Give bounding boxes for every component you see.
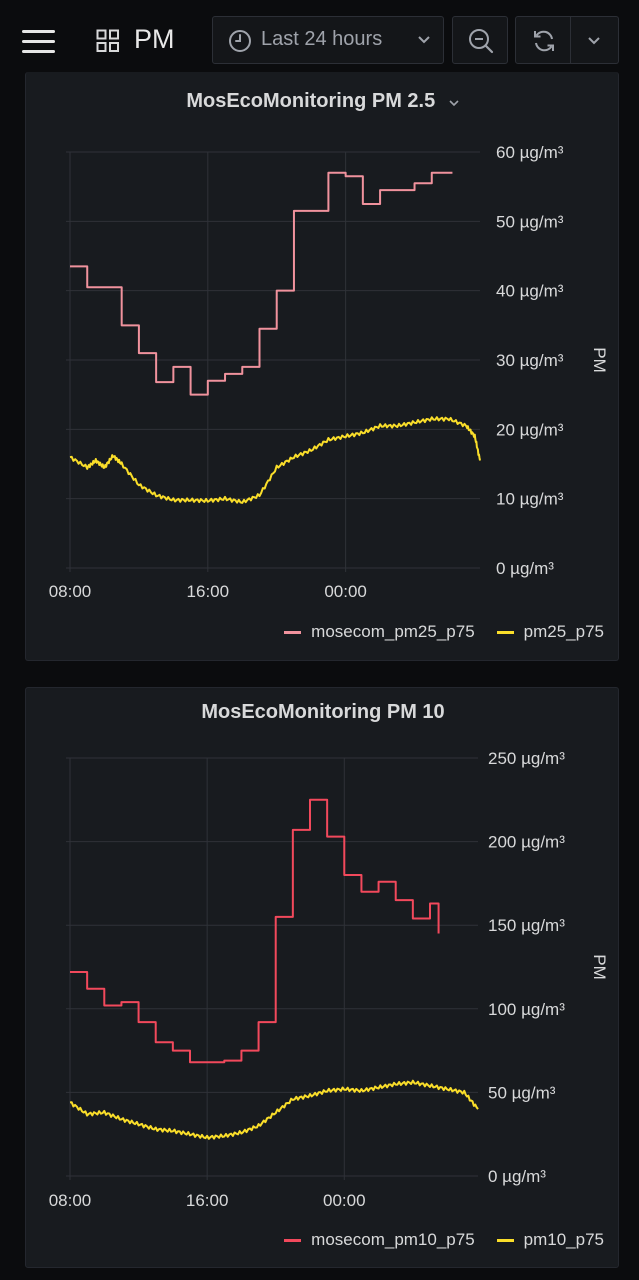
chevron-down-icon [449,100,459,106]
chevron-down-icon [588,37,600,45]
panel-title-button[interactable]: MosEcoMonitoring PM 10 [201,701,444,724]
refresh-button[interactable] [515,16,571,64]
legend-label: mosecom_pm25_p75 [311,622,475,641]
x-tick-label: 16:00 [187,582,230,601]
legend-item[interactable]: mosecom_pm25_p75 [284,622,475,642]
y-tick-label: 0 µg/m³ [496,559,554,578]
legend-item[interactable]: pm10_p75 [496,1230,604,1250]
y-tick-label: 30 µg/m³ [496,351,564,370]
zoom-out-icon [469,29,494,54]
y-tick-label: 20 µg/m³ [496,420,564,439]
x-tick-label: 16:00 [186,1191,229,1210]
y-axis-label: PM [590,954,609,980]
series-line-mosecom_pm10_p75 [70,798,440,1064]
y-tick-label: 50 µg/m³ [488,1083,556,1102]
pm25-chart: 0 µg/m³ 10 µg/m³ 20 µg/m³ 30 µg/m³ 40 µg/m³ 5… [49,143,609,601]
zoom-out-button[interactable] [452,16,508,64]
menu-icon[interactable] [22,30,56,54]
legend-item[interactable]: mosecom_pm10_p75 [284,1230,475,1250]
legend-item[interactable]: pm25_p75 [496,622,604,642]
dashboard-grid-icon [96,29,119,52]
dashboard-title[interactable]: PM [134,24,175,54]
legend-label: pm25_p75 [523,622,604,641]
y-tick-label: 50 µg/m³ [496,212,564,231]
panel-header: MosEcoMonitoring PM 2.5 [26,90,618,126]
legend-swatch [496,630,514,634]
legend-swatch [284,1238,302,1242]
x-tick-label: 08:00 [49,582,92,601]
legend-swatch [496,1238,514,1242]
y-tick-label: 150 µg/m³ [488,916,565,935]
series-line-pm25_p75 [69,416,481,504]
panel-header: MosEcoMonitoring PM 10 [26,701,618,737]
y-tick-label: 250 µg/m³ [488,749,565,768]
panel-pm10: MosEcoMonitoring PM 10 0 µg/m³ 50 µg/m³ 10… [25,687,619,1268]
legend: mosecom_pm25_p75 pm25_p75 [284,622,604,642]
legend-label: mosecom_pm10_p75 [311,1230,475,1249]
y-tick-label: 10 µg/m³ [496,490,564,509]
series-line-pm10_p75 [69,1079,479,1140]
panel-title: MosEcoMonitoring PM 10 [201,701,445,723]
series-line-mosecom_pm25_p75 [70,171,453,396]
x-tick-label: 00:00 [323,1191,366,1210]
x-tick-label: 00:00 [324,582,367,601]
clock-icon [229,30,251,52]
legend-label: pm10_p75 [523,1230,604,1249]
pm10-chart: 0 µg/m³ 50 µg/m³ 100 µg/m³ 150 µg/m³ 200 µg/… [49,749,609,1210]
legend: mosecom_pm10_p75 pm10_p75 [284,1230,604,1250]
time-range-picker[interactable]: Last 24 hours [212,16,444,64]
y-tick-label: 0 µg/m³ [488,1167,546,1186]
panel-pm25: MosEcoMonitoring PM 2.5 0 µg/m³ 10 µg/m³ 2… [25,72,619,661]
panel-title: MosEcoMonitoring PM 2.5 [186,90,436,112]
legend-swatch [284,630,302,634]
y-tick-label: 200 µg/m³ [488,833,565,852]
x-tick-label: 08:00 [49,1191,92,1210]
refresh-icon [534,30,554,52]
y-tick-label: 100 µg/m³ [488,1000,565,1019]
chevron-down-icon [418,36,430,44]
time-range-label: Last 24 hours [261,28,383,50]
y-axis-label: PM [590,347,609,373]
y-tick-label: 40 µg/m³ [496,282,564,301]
panel-title-button[interactable]: MosEcoMonitoring PM 2.5 [186,90,459,113]
refresh-interval-dropdown[interactable] [571,16,619,64]
top-bar: PM Last 24 hours [0,0,639,84]
y-tick-label: 60 µg/m³ [496,143,564,162]
